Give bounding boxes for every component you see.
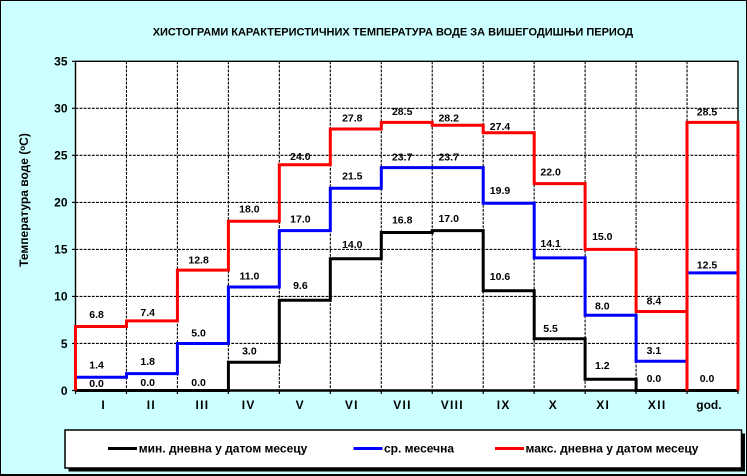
svg-text:30: 30 (54, 102, 68, 116)
svg-text:XII: XII (648, 398, 667, 412)
svg-text:0.0: 0.0 (700, 373, 715, 385)
svg-text:0.0: 0.0 (647, 373, 662, 385)
svg-text:god.: god. (696, 398, 721, 412)
svg-text:19.9: 19.9 (490, 185, 511, 197)
svg-text:14.0: 14.0 (342, 239, 363, 251)
svg-text:18.0: 18.0 (239, 204, 260, 216)
svg-text:21.5: 21.5 (342, 170, 363, 182)
svg-text:17.0: 17.0 (438, 213, 459, 225)
svg-text:28.5: 28.5 (697, 107, 718, 119)
svg-text:12.5: 12.5 (697, 260, 718, 272)
svg-text:6.8: 6.8 (89, 309, 104, 321)
svg-text:7.4: 7.4 (140, 307, 155, 319)
svg-text:Температура воде (оС): Температура воде (оС) (17, 133, 31, 267)
svg-text:ХИСТОГРАМИ КАРАКТЕРИСТИЧНИХ ТЕ: ХИСТОГРАМИ КАРАКТЕРИСТИЧНИХ ТЕМПЕРАТУРА … (153, 27, 634, 39)
svg-text:3.1: 3.1 (647, 345, 662, 357)
svg-text:28.2: 28.2 (438, 113, 459, 125)
svg-text:22.0: 22.0 (540, 166, 561, 178)
svg-text:I: I (101, 398, 106, 412)
svg-text:мин. дневна у датом месецу: мин. дневна у датом месецу (139, 442, 308, 456)
svg-text:5.0: 5.0 (191, 328, 206, 340)
svg-text:15.0: 15.0 (592, 231, 613, 243)
svg-text:24.0: 24.0 (290, 151, 311, 163)
svg-text:14.1: 14.1 (540, 238, 561, 250)
svg-text:VII: VII (393, 398, 412, 412)
svg-text:5.5: 5.5 (543, 323, 558, 335)
svg-text:15: 15 (54, 243, 68, 257)
svg-text:0: 0 (61, 384, 68, 398)
svg-text:X: X (549, 398, 558, 412)
svg-text:3.0: 3.0 (242, 345, 257, 357)
svg-text:8.4: 8.4 (647, 296, 662, 308)
svg-text:III: III (195, 398, 209, 412)
svg-text:IX: IX (497, 398, 511, 412)
svg-text:8.0: 8.0 (595, 300, 610, 312)
svg-text:16.8: 16.8 (392, 215, 413, 227)
svg-text:0.0: 0.0 (191, 377, 206, 389)
svg-text:27.8: 27.8 (342, 112, 363, 124)
svg-text:0.0: 0.0 (140, 377, 155, 389)
svg-text:28.5: 28.5 (392, 106, 413, 118)
svg-text:23.7: 23.7 (438, 152, 459, 164)
svg-text:1.8: 1.8 (140, 356, 155, 368)
svg-text:5: 5 (61, 337, 68, 351)
svg-text:V: V (296, 398, 305, 412)
svg-text:10: 10 (54, 290, 68, 304)
svg-text:35: 35 (54, 55, 68, 69)
svg-text:25: 25 (54, 149, 68, 163)
svg-text:9.6: 9.6 (293, 280, 308, 292)
svg-text:IV: IV (242, 398, 256, 412)
svg-text:XI: XI (596, 398, 610, 412)
svg-text:11.0: 11.0 (239, 271, 259, 283)
svg-text:27.4: 27.4 (490, 121, 511, 133)
svg-text:1.4: 1.4 (89, 360, 104, 372)
svg-text:12.8: 12.8 (188, 255, 209, 267)
svg-text:ср. месечна: ср. месечна (384, 442, 454, 456)
svg-text:0.0: 0.0 (89, 378, 104, 390)
svg-text:1.2: 1.2 (595, 360, 610, 372)
svg-text:VIII: VIII (441, 398, 464, 412)
svg-text:23.7: 23.7 (392, 152, 413, 164)
svg-text:VI: VI (345, 398, 359, 412)
svg-text:II: II (147, 398, 156, 412)
svg-text:20: 20 (54, 196, 68, 210)
svg-text:макс. дневна у датом месецу: макс. дневна у датом месецу (526, 442, 699, 456)
svg-text:17.0: 17.0 (290, 213, 311, 225)
svg-text:10.6: 10.6 (490, 271, 511, 283)
